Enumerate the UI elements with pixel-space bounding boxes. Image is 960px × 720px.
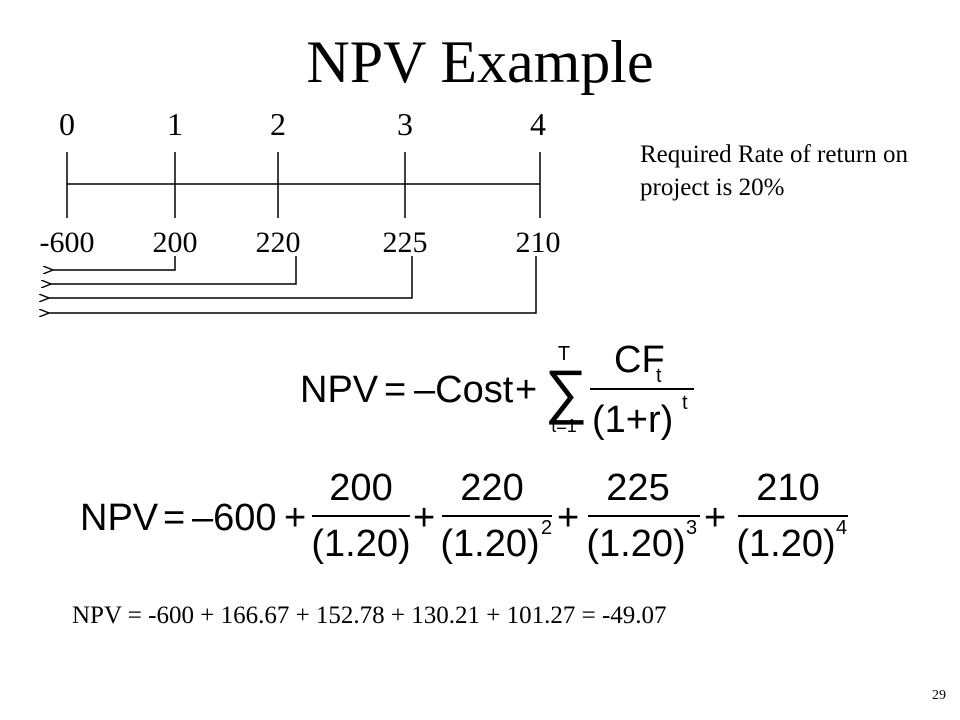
numeric-plus-1: + [284,497,306,539]
slide-number: 29 [932,688,946,703]
discount-arrow-1 [52,256,176,270]
discount-arrow-4 [48,256,537,313]
formula-minus-cost: –Cost [414,369,514,411]
term-2-exponent: 2 [541,517,552,539]
formula-equals: = [384,369,406,411]
formula-numerator-sub: t [656,365,662,387]
numeric-initial: –600 [192,497,277,539]
period-label-3: 3 [397,106,413,142]
term-3-denominator: (1.20) [586,523,685,565]
discount-arrow-3 [48,256,413,298]
term-3-exponent: 3 [686,517,697,539]
numeric-equals: = [163,497,185,539]
numeric-plus-2: + [413,497,435,539]
slide-title: NPV Example [306,29,654,95]
cash-flow-0: -600 [39,226,95,259]
term-4-numerator: 210 [756,467,819,509]
sum-lower-limit: t=1 [551,416,577,436]
term-4-denominator: (1.20) [736,523,835,565]
discount-arrow-2 [50,256,297,284]
cash-flow-4: 210 [515,226,561,259]
numeric-npv-label: NPV [80,497,159,539]
term-3-numerator: 225 [606,467,669,509]
sum-upper-limit: T [558,343,570,365]
period-label-4: 4 [530,106,546,142]
cash-flow-3: 225 [382,226,428,259]
cash-flow-2: 220 [255,226,301,259]
period-label-1: 1 [167,106,183,142]
period-label-2: 2 [270,106,286,142]
cash-flow-1: 200 [152,226,198,259]
period-label-0: 0 [59,106,75,142]
summation-symbol: ∑ [545,358,588,425]
npv-result-line: NPV = -600 + 166.67 + 152.78 + 130.21 + … [72,602,667,629]
term-2-denominator: (1.20) [440,523,539,565]
term-2-numerator: 220 [460,467,523,509]
required-rate-note: Required Rate of return on project is 20… [640,141,908,201]
formula-denominator: (1+r) [592,399,673,441]
term-1-numerator: 200 [329,467,392,509]
numeric-plus-3: + [557,497,579,539]
term-4-exponent: 4 [836,517,847,539]
term-1-denominator: (1.20) [311,523,410,565]
formula-npv-label: NPV [300,369,379,411]
formula-denominator-exp: t [682,392,688,414]
formula-plus: + [515,369,537,411]
numeric-plus-4: + [704,497,726,539]
formula-numerator: CF [614,339,665,381]
